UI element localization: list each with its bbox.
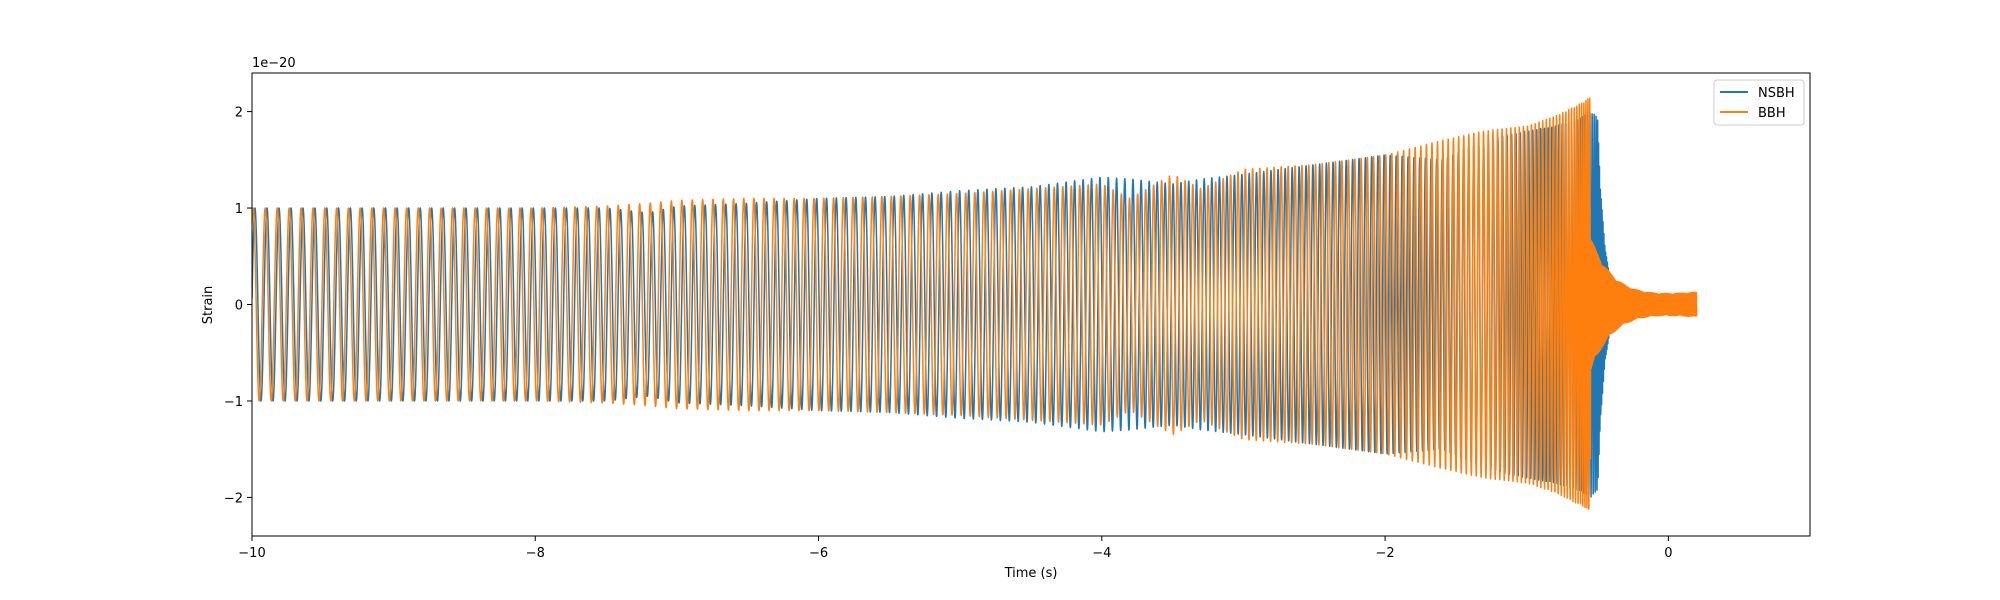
series-layer — [252, 97, 1698, 510]
y-tick-label: −2 — [224, 491, 243, 506]
legend-label-bbh: BBH — [1758, 106, 1786, 121]
x-axis-label: Time (s) — [1004, 566, 1058, 581]
legend-label-nsbh: NSBH — [1758, 86, 1795, 101]
x-tick-label: −8 — [526, 546, 545, 561]
x-axis: −10 −8 −6 −4 −2 0 — [238, 536, 1673, 561]
x-tick-label: 0 — [1664, 546, 1672, 561]
x-tick-label: −6 — [809, 546, 828, 561]
y-offset-label: 1e−20 — [252, 56, 296, 71]
y-tick-label: 1 — [235, 202, 243, 217]
x-tick-label: −10 — [238, 546, 265, 561]
y-axis-label: Strain — [201, 286, 216, 325]
legend: NSBH BBH — [1713, 79, 1805, 126]
x-tick-label: −4 — [1092, 546, 1111, 561]
y-tick-label: 0 — [235, 299, 243, 314]
series-line-bbh — [252, 97, 1698, 510]
y-axis: −2 −1 0 1 2 — [224, 106, 252, 506]
y-tick-label: 2 — [235, 106, 243, 121]
y-tick-label: −1 — [224, 395, 243, 410]
x-tick-label: −2 — [1376, 546, 1395, 561]
